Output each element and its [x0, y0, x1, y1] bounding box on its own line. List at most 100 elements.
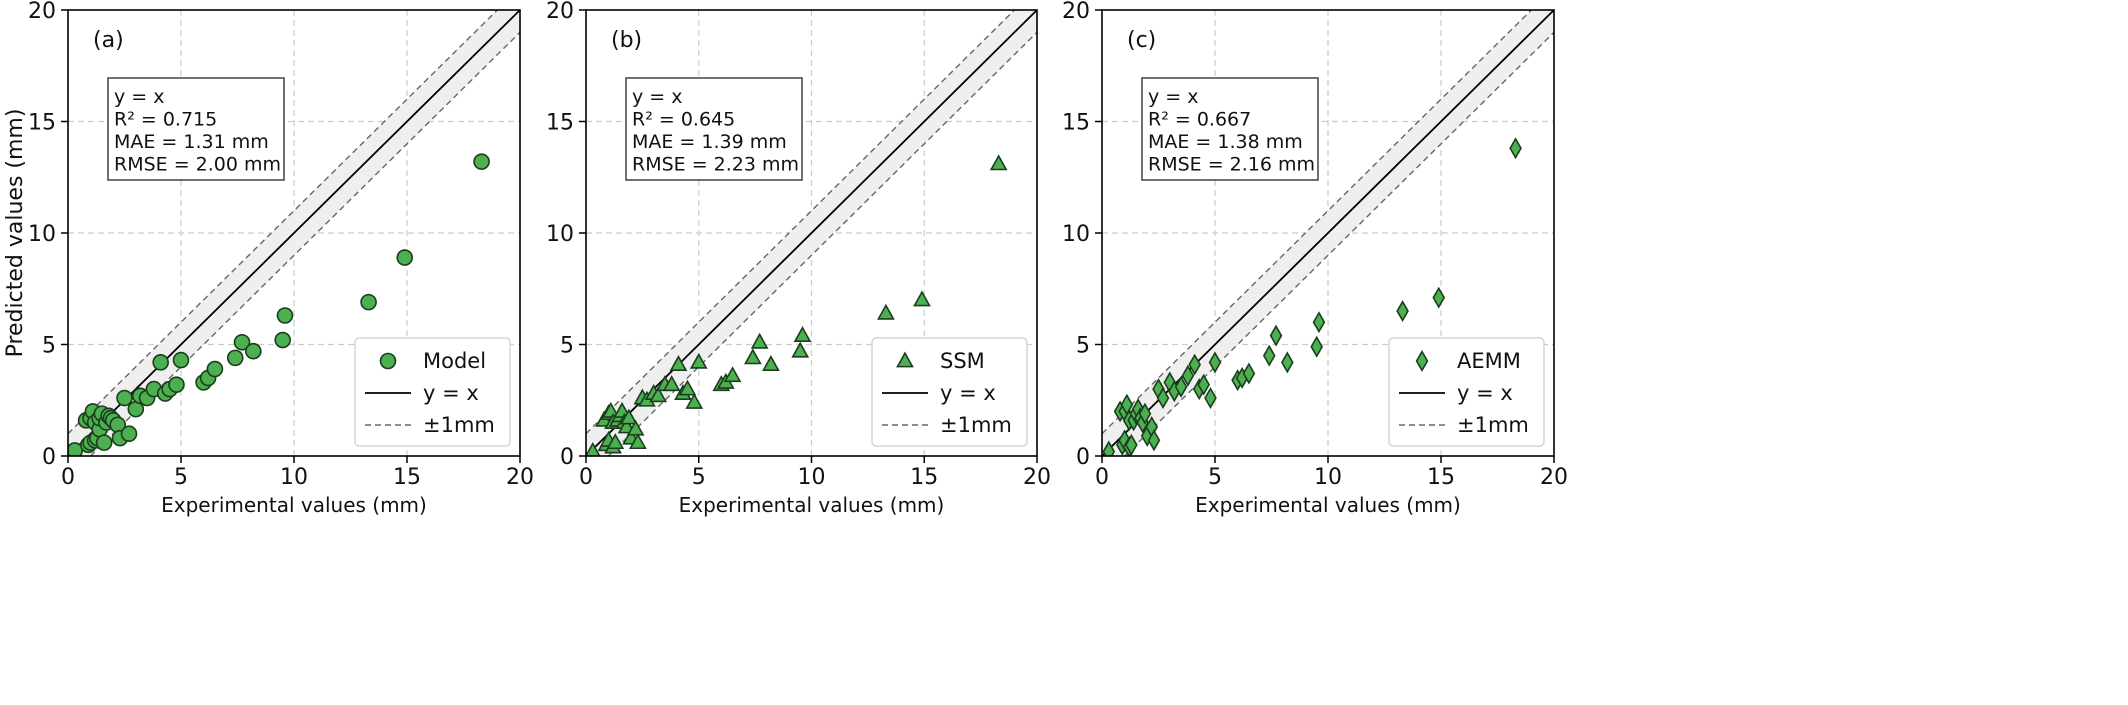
- data-point: [172, 351, 190, 369]
- data-point: [1208, 351, 1222, 374]
- data-point: [750, 332, 769, 349]
- legend-label: Model: [423, 349, 486, 373]
- y-tick-label: 15: [1062, 111, 1090, 136]
- stats-line: y = x: [1148, 86, 1199, 108]
- data-point: [120, 425, 138, 443]
- y-tick-label: 20: [1062, 0, 1090, 24]
- x-tick-label: 20: [1023, 465, 1051, 490]
- x-tick-label: 20: [1540, 465, 1568, 490]
- data-point: [601, 401, 620, 418]
- upper-bound-line: [68, 10, 498, 435]
- identity-line: [586, 10, 1037, 456]
- data-point: [1102, 440, 1116, 456]
- chart-panel-c: 0 5 10 15 20 0 5 10 15 20 Experimental values (mm)…: [1062, 0, 1568, 517]
- data-point: [95, 434, 113, 451]
- data-point: [613, 401, 631, 418]
- x-tick-label: 15: [910, 465, 938, 490]
- data-point: [793, 326, 812, 343]
- legend-label: ±1mm: [423, 413, 495, 437]
- legend-marker: [379, 352, 397, 370]
- data-point: [791, 341, 810, 358]
- data-point: [1312, 311, 1326, 334]
- data-point: [1174, 375, 1188, 398]
- data-point: [989, 154, 1008, 171]
- data-point: [913, 290, 931, 307]
- plot-area: [68, 10, 520, 456]
- x-tick-label: 0: [579, 465, 593, 490]
- upper-bound-line: [1102, 10, 1532, 435]
- plot-area: [1102, 10, 1554, 456]
- stats-line: MAE = 1.39 mm: [632, 131, 787, 153]
- data-point: [662, 375, 681, 392]
- chart-panel-b: 0 5 10 15 20 0 5 10 15 20 Experimental values (mm)…: [546, 0, 1051, 517]
- identity-line: [1102, 10, 1554, 456]
- data-point: [226, 349, 244, 367]
- x-tick-label: 5: [174, 465, 188, 490]
- legend-box: [1388, 337, 1545, 447]
- data-point: [678, 379, 697, 396]
- data-point: [396, 249, 414, 266]
- data-point: [606, 433, 625, 450]
- legend-label: ±1mm: [1457, 413, 1529, 437]
- y-tick-label: 15: [546, 111, 574, 136]
- x-tick-label: 15: [1427, 465, 1455, 490]
- x-tick-label: 0: [1095, 465, 1109, 490]
- panel-label: (b): [611, 28, 642, 53]
- legend-label: SSM: [940, 349, 985, 373]
- y-tick-label: 10: [546, 222, 574, 247]
- legend-label: AEMM: [1457, 349, 1521, 373]
- plot-area: [586, 10, 1037, 456]
- data-point: [245, 342, 262, 360]
- data-point: [723, 366, 742, 383]
- y-tick-label: 15: [28, 111, 56, 136]
- stats-line: R² = 0.715: [114, 109, 217, 131]
- y-tick-label: 5: [560, 334, 574, 359]
- data-point: [1204, 387, 1217, 409]
- data-point: [1432, 286, 1446, 309]
- x-tick-label: 20: [506, 465, 534, 490]
- data-point: [1125, 433, 1138, 456]
- x-axis-label: Experimental values (mm): [1195, 493, 1461, 517]
- panel-label: (a): [93, 28, 124, 53]
- data-point: [762, 355, 780, 371]
- identity-line: [68, 10, 520, 456]
- data-point: [274, 331, 292, 349]
- data-point: [168, 376, 185, 393]
- data-point: [1147, 429, 1161, 452]
- legend-marker: [1415, 350, 1429, 372]
- stats-line: R² = 0.667: [1148, 109, 1251, 131]
- x-tick-label: 10: [798, 465, 826, 490]
- y-tick-label: 20: [546, 0, 574, 24]
- data-point: [360, 293, 377, 311]
- stats-line: R² = 0.645: [632, 109, 735, 131]
- y-tick-label: 0: [1076, 445, 1090, 470]
- y-tick-label: 10: [1062, 222, 1090, 247]
- data-point: [1156, 387, 1170, 409]
- data-point: [206, 360, 224, 378]
- legend-marker: [896, 351, 914, 368]
- data-point: [1197, 373, 1211, 396]
- y-axis-label: Predicted values (mm): [3, 109, 28, 358]
- x-tick-label: 5: [692, 465, 706, 490]
- stats-line: RMSE = 2.00 mm: [114, 154, 281, 176]
- legend-label: y = x: [940, 381, 996, 405]
- data-point: [744, 348, 762, 365]
- stats-line: RMSE = 2.16 mm: [1148, 154, 1315, 176]
- data-point: [629, 433, 647, 450]
- data-point: [1242, 362, 1256, 385]
- data-point: [1396, 300, 1409, 323]
- data-point: [276, 307, 294, 324]
- data-point: [586, 442, 601, 456]
- lower-bound-line: [608, 31, 1037, 456]
- stats-line: RMSE = 2.23 mm: [632, 154, 799, 176]
- x-axis-label: Experimental values (mm): [679, 493, 945, 517]
- data-point: [152, 354, 169, 371]
- stats-box: [107, 77, 285, 181]
- data-point: [1188, 353, 1201, 376]
- x-tick-label: 10: [280, 465, 308, 490]
- data-point: [1269, 324, 1283, 347]
- y-tick-label: 20: [28, 0, 56, 24]
- x-axis-label: Experimental values (mm): [161, 493, 427, 517]
- stats-box: [1141, 77, 1319, 181]
